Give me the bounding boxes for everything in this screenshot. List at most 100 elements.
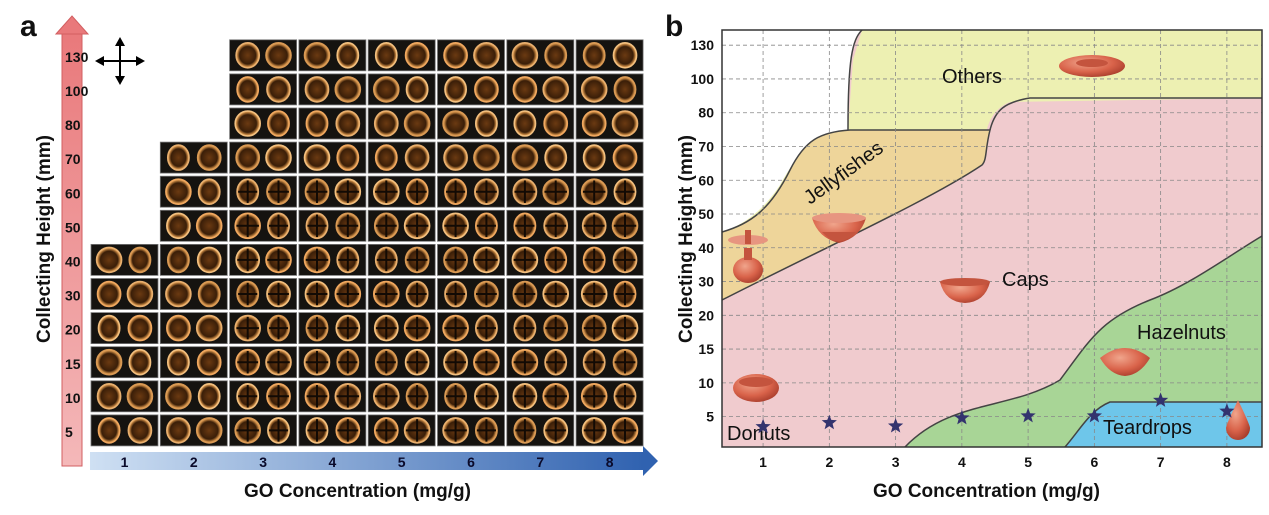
micrograph-cell <box>367 39 436 72</box>
micrograph-cell <box>229 175 298 208</box>
droplet-micrograph <box>512 76 538 103</box>
droplet-micrograph <box>197 178 221 205</box>
panel-b-y-tick: 15 <box>698 341 714 357</box>
droplet-micrograph <box>97 417 121 444</box>
micrograph-cell <box>159 380 228 413</box>
panel-a-xlabel: GO Concentration (mg/g) <box>244 481 471 502</box>
micrograph-cell <box>506 346 575 379</box>
droplet-micrograph <box>374 41 398 69</box>
micrograph-cell <box>575 243 644 276</box>
micrograph-cell <box>90 278 159 310</box>
data-points <box>755 392 1235 434</box>
data-point-star <box>954 410 970 425</box>
data-point-star <box>1153 392 1169 407</box>
panel-b-x-tick: 1 <box>759 454 767 470</box>
micrograph-cell <box>298 107 367 140</box>
polarizer-cross-icon <box>95 37 145 85</box>
micrograph-cell <box>298 39 367 72</box>
droplet-micrograph <box>373 110 399 137</box>
droplet-micrograph <box>95 348 123 376</box>
region-blank <box>722 30 862 232</box>
droplet-micrograph <box>236 76 260 103</box>
droplet-micrograph <box>474 76 499 103</box>
micrograph-cell <box>90 346 159 379</box>
droplet-micrograph <box>442 110 469 137</box>
micrograph-cell <box>437 380 505 413</box>
droplet-micrograph <box>304 76 330 103</box>
others-shape-dimple <box>1076 59 1108 67</box>
micrograph-cell <box>229 414 298 447</box>
micrograph-cell <box>437 107 505 140</box>
panel-a-x-arrow-head <box>643 446 658 476</box>
micrograph-cell <box>367 73 436 106</box>
micrograph-cell <box>298 243 367 276</box>
micrograph-cell <box>367 380 436 413</box>
droplet-micrograph <box>334 76 362 103</box>
panel-a-y-tick: 60 <box>65 185 81 201</box>
panel-b-gridlines <box>722 30 1262 447</box>
droplet-micrograph <box>195 314 223 342</box>
droplet-micrograph <box>582 41 606 69</box>
panel-a-y-tick: 70 <box>65 151 81 167</box>
micrograph-cell <box>506 312 575 345</box>
panel-a-x-tick: 6 <box>467 454 475 470</box>
micrograph-cell <box>367 243 436 276</box>
data-point-star <box>888 418 904 433</box>
droplet-micrograph <box>165 178 192 205</box>
panel-a-y-tick: 5 <box>65 424 73 440</box>
jellyfish-small-shape-icon <box>728 230 768 283</box>
droplet-micrograph <box>336 41 360 69</box>
micrograph-cell <box>575 107 644 140</box>
droplet-micrograph <box>404 144 430 171</box>
droplet-micrograph <box>474 110 498 137</box>
panel-a-x-tick: 8 <box>606 454 614 470</box>
micrograph-cell <box>298 73 367 106</box>
micrograph-cell <box>298 312 367 345</box>
region-label-caps: Caps <box>1002 269 1049 291</box>
panel-a-y-tick: 40 <box>65 253 81 269</box>
droplet-micrograph <box>195 212 223 240</box>
droplet-micrograph <box>96 382 122 410</box>
panel-a-y-tick: 20 <box>65 322 81 338</box>
region-label-others: Others <box>942 66 1002 88</box>
droplet-micrograph <box>543 110 569 137</box>
micrograph-cell <box>437 73 505 106</box>
micrograph-grid <box>90 39 644 447</box>
droplet-micrograph <box>544 41 568 69</box>
panel-a-y-tick: 50 <box>65 219 81 235</box>
panel-b-y-tick: 50 <box>698 206 714 222</box>
micrograph-cell <box>229 312 298 345</box>
micrograph-cell <box>298 380 367 413</box>
droplet-micrograph <box>165 382 192 410</box>
droplet-micrograph <box>544 144 568 171</box>
panel-a-x-tick: 3 <box>259 454 267 470</box>
region-label-donuts: Donuts <box>727 423 790 445</box>
micrograph-cell <box>575 39 644 72</box>
micrograph-cell <box>506 243 575 276</box>
droplet-micrograph <box>542 76 570 103</box>
micrograph-cell <box>437 312 505 345</box>
droplet-micrograph <box>405 76 429 103</box>
droplet-micrograph <box>195 417 223 444</box>
panel-a-y-tick: 100 <box>65 83 89 99</box>
droplet-micrograph <box>128 348 152 376</box>
micrograph-cell <box>437 243 505 276</box>
panel-b-y-tick: 20 <box>698 307 714 323</box>
droplet-micrograph <box>613 76 637 103</box>
panel-b-x-tick: 3 <box>892 454 900 470</box>
micrograph-cell <box>367 312 436 345</box>
droplet-micrograph <box>511 41 539 69</box>
panel-b-y-tick: 5 <box>706 409 714 425</box>
panel-a-y-tick: 15 <box>65 356 81 372</box>
micrograph-cell <box>437 141 505 174</box>
data-point-star <box>821 414 837 430</box>
droplet-micrograph <box>166 314 191 342</box>
droplet-micrograph <box>95 246 123 274</box>
panel-b-x-tick: 5 <box>1024 454 1032 470</box>
micrograph-cell <box>575 209 644 242</box>
micrograph-cell <box>229 107 298 140</box>
droplet-micrograph <box>197 382 221 410</box>
droplet-micrograph <box>443 144 468 171</box>
droplet-micrograph <box>97 314 121 342</box>
